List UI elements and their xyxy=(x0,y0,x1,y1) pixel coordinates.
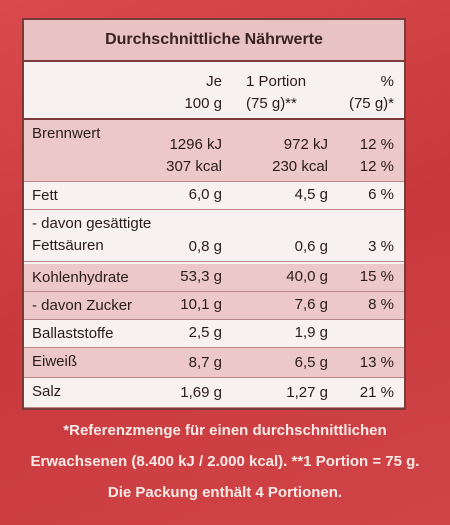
cell-text: Ballaststoffe xyxy=(32,325,114,342)
value-cell: 40,0 g xyxy=(246,267,328,288)
cell-text: 972 kJ xyxy=(283,136,328,153)
row-label: Eiweiß xyxy=(32,351,77,374)
cell-text: 307 kcal xyxy=(166,158,222,175)
value-cell: 8 % xyxy=(368,295,394,316)
table-row: Ballaststoffe 2,5 g 1,9 g xyxy=(24,320,404,348)
cell-text: 3 % xyxy=(368,238,394,255)
value-cell: 6,0 g xyxy=(189,185,222,206)
value-cell: 2,5 g xyxy=(189,323,222,344)
table-row: Brennwert 1296 kJ 307 kcal 972 kJ 230 kcal 12… xyxy=(24,120,404,182)
row-label: - davon gesättigte Fettsäuren xyxy=(32,213,151,258)
cell-text: - davon gesättigte xyxy=(32,215,152,232)
cell-text: Salz xyxy=(32,383,62,400)
cell-text: 15 % xyxy=(359,268,394,285)
cell-text: 230 kcal xyxy=(272,158,328,175)
value-cell: 15 % xyxy=(360,267,394,288)
cell-text: 6 % xyxy=(368,186,394,203)
cell-text: % xyxy=(380,73,394,90)
cell-text: 12 % xyxy=(359,158,394,175)
cell-text: 2,5 g xyxy=(188,324,222,341)
value-cell: 13 % xyxy=(360,351,394,374)
table-title: Durchschnittliche Nährwerte xyxy=(24,20,404,62)
cell-text: 1296 kJ xyxy=(169,136,222,153)
cell-text: 1,9 g xyxy=(294,324,328,341)
cell-text: 1,27 g xyxy=(286,384,328,401)
cell-text: 6,0 g xyxy=(188,186,222,203)
cell-text: Fettsäuren xyxy=(32,237,104,254)
value-cell: 1,9 g xyxy=(246,323,328,344)
value-cell: 7,6 g xyxy=(246,295,328,316)
value-cell: 12 % 12 % xyxy=(360,123,394,178)
value-cell: 1,27 g xyxy=(246,381,328,404)
row-label: Salz xyxy=(32,381,61,404)
table-row: Eiweiß 8,7 g 6,5 g 13 % xyxy=(24,348,404,378)
table-row: - davon Zucker 10,1 g 7,6 g 8 % xyxy=(24,292,404,320)
value-cell: 1,69 g xyxy=(180,381,222,404)
value-cell: 3 % xyxy=(368,213,394,258)
value-cell: 0,6 g xyxy=(246,213,328,258)
value-cell: 0,8 g xyxy=(189,213,222,258)
cell-text: 40,0 g xyxy=(286,268,328,285)
cell-text: 0,6 g xyxy=(294,238,328,255)
cell-text: 100 g xyxy=(184,95,222,112)
table-row: Salz 1,69 g 1,27 g 21 % xyxy=(24,378,404,408)
cell-text: Brennwert xyxy=(32,125,101,142)
row-label: Kohlenhydrate xyxy=(32,267,129,288)
row-label: Ballaststoffe xyxy=(32,323,113,344)
cell-text: 53,3 g xyxy=(180,268,222,285)
cell-text: (75 g)** xyxy=(246,95,297,112)
value-cell: 6 % xyxy=(368,185,394,206)
cell-text: - davon Zucker xyxy=(32,297,133,314)
value-cell: 21 % xyxy=(360,381,394,404)
table-row: Kohlenhydrate 53,3 g 40,0 g 15 % xyxy=(24,264,404,292)
header-row: Je 100 g 1 Portion (75 g)**% (75 g)* xyxy=(24,62,404,120)
table-row: Fett 6,0 g 4,5 g 6 % xyxy=(24,182,404,210)
cell-text: Eiweiß xyxy=(32,353,78,370)
cell-text: Fett xyxy=(32,187,58,204)
header-cell: 1 Portion (75 g)** xyxy=(246,65,328,115)
row-label: - davon Zucker xyxy=(32,295,132,316)
cell-text: 6,5 g xyxy=(294,354,328,371)
cell-text: 21 % xyxy=(359,384,394,401)
table-row: - davon gesättigte Fettsäuren 0,8 g 0,6 g 3 … xyxy=(24,210,404,262)
cell-text: 1,69 g xyxy=(180,384,222,401)
cell-text: 10,1 g xyxy=(180,296,222,313)
header-cell: % (75 g)* xyxy=(349,65,394,115)
cell-text: 0,8 g xyxy=(188,238,222,255)
cell-text: 8 % xyxy=(368,296,394,313)
cell-text: Je xyxy=(206,73,222,90)
cell-text: 4,5 g xyxy=(294,186,328,203)
row-label: Brennwert xyxy=(32,123,100,178)
cell-text: 1 Portion xyxy=(246,73,307,90)
cell-text: (75 g)* xyxy=(348,95,394,112)
footnote-line: *Referenzmenge für einen durchschnittlic… xyxy=(63,422,387,439)
value-cell: 972 kJ 230 kcal xyxy=(246,123,328,178)
value-cell: 1296 kJ 307 kcal xyxy=(166,123,222,178)
cell-text: Kohlenhydrate xyxy=(32,269,129,286)
row-label: Fett xyxy=(32,185,58,206)
footnote-line: Erwachsenen (8.400 kJ / 2.000 kcal). **1… xyxy=(30,453,420,470)
header-cell: Je 100 g xyxy=(184,65,222,115)
value-cell: 8,7 g xyxy=(189,351,222,374)
value-cell: 53,3 g xyxy=(180,267,222,288)
value-cell: 6,5 g xyxy=(246,351,328,374)
value-cell: 10,1 g xyxy=(180,295,222,316)
value-cell: 4,5 g xyxy=(246,185,328,206)
nutrition-table: Durchschnittliche Nährwerte Je 100 g 1 Por… xyxy=(22,18,406,410)
cell-text: 8,7 g xyxy=(188,354,222,371)
cell-text: 7,6 g xyxy=(294,296,328,313)
footnote-line: Die Packung enthält 4 Portionen. xyxy=(107,484,343,501)
cell-text: 13 % xyxy=(359,354,394,371)
cell-text: 12 % xyxy=(359,136,394,153)
